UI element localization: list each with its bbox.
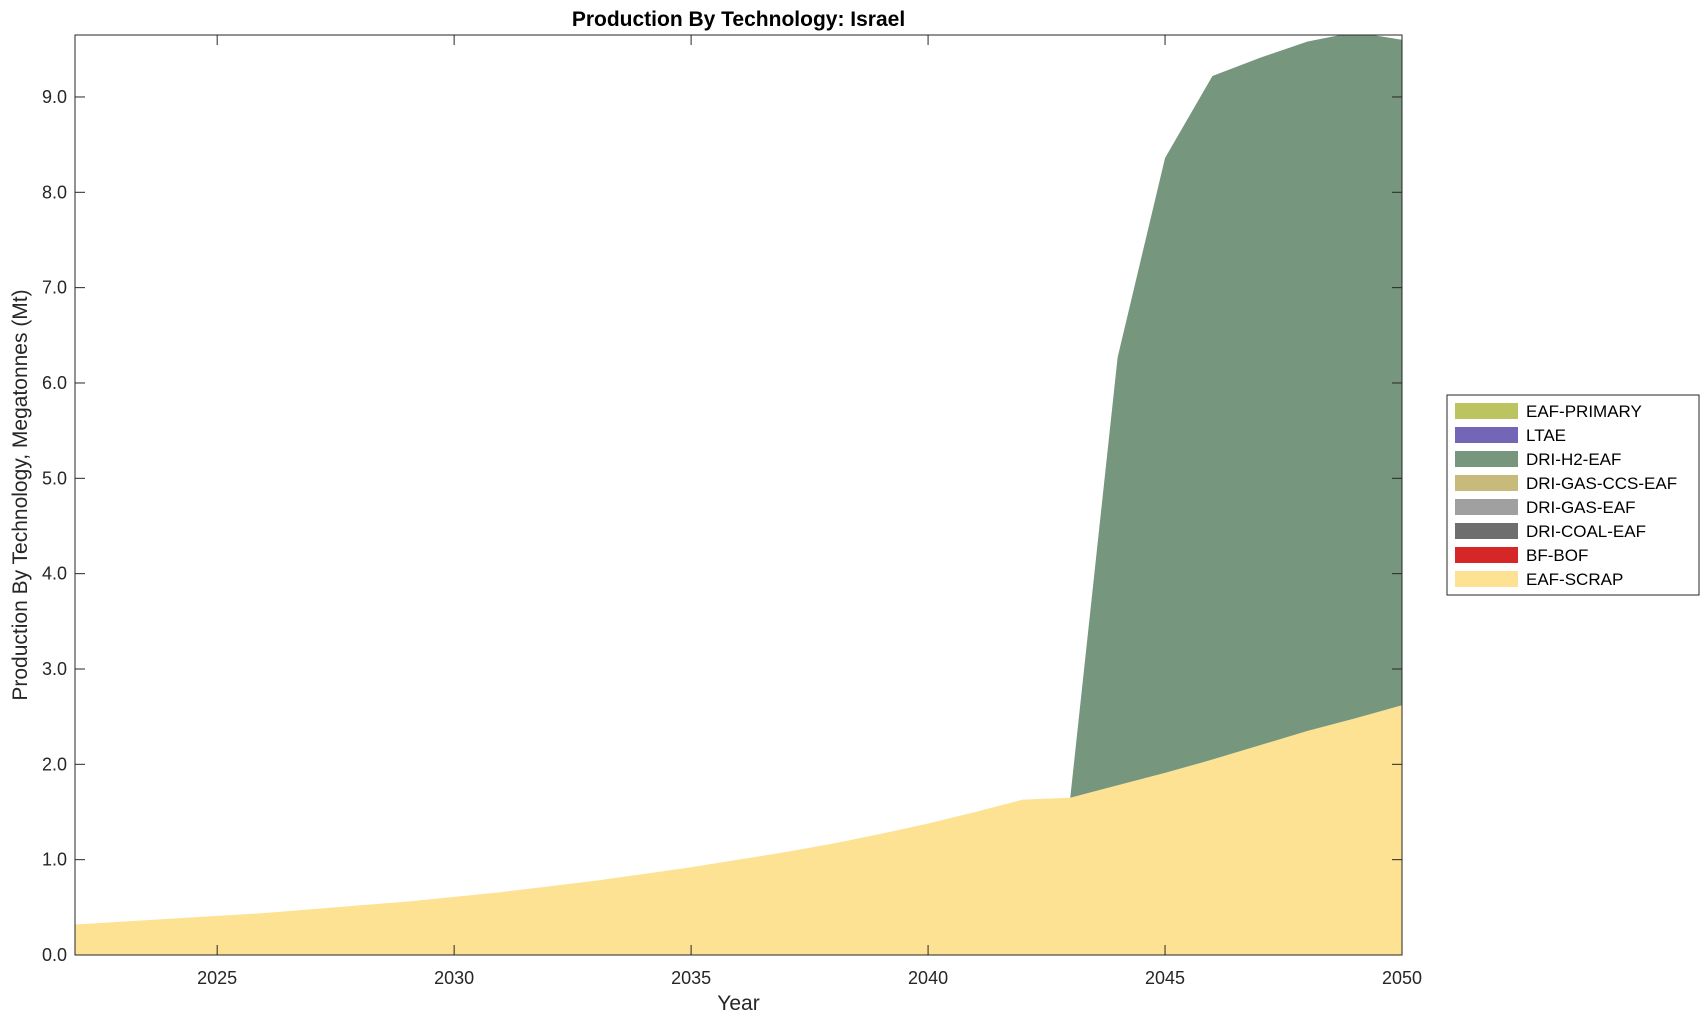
legend-label-eaf-scrap: EAF-SCRAP [1526,570,1623,589]
legend-swatch-eaf-primary [1455,403,1518,419]
y-tick-label: 7.0 [42,278,67,298]
legend-label-dri-coal-eaf: DRI-COAL-EAF [1526,522,1646,541]
x-tick-label: 2025 [197,968,237,988]
legend-label-dri-h2-eaf: DRI-H2-EAF [1526,450,1621,469]
legend-swatch-dri-gas-eaf [1455,499,1518,515]
y-tick-label: 1.0 [42,850,67,870]
y-axis-ticks: 0.0 1.0 2.0 3.0 4.0 5.0 6.0 7.0 8.0 9.0 [42,87,1402,965]
x-tick-label: 2045 [1145,968,1185,988]
x-axis-ticks: 2025 2030 2035 2040 2045 2050 [197,35,1422,988]
y-tick-label: 4.0 [42,564,67,584]
legend-box [1446,394,1700,596]
legend-swatch-eaf-scrap [1455,571,1518,587]
legend-swatch-dri-coal-eaf [1455,523,1518,539]
legend-label-eaf-primary: EAF-PRIMARY [1526,402,1642,421]
y-tick-label: 5.0 [42,468,67,488]
legend-label-dri-gas-eaf: DRI-GAS-EAF [1526,498,1636,517]
y-tick-label: 0.0 [42,945,67,965]
y-axis-title: Production By Technology, Megatonnes (Mt… [9,289,32,700]
x-tick-label: 2030 [434,968,474,988]
y-tick-label: 8.0 [42,182,67,202]
legend-swatch-bf-bof [1455,547,1518,563]
legend-swatch-ltae [1455,427,1518,443]
legend-swatch-dri-gas-ccs-eaf [1455,475,1518,491]
x-tick-label: 2040 [908,968,948,988]
area-dri-h2-eaf [75,35,1402,925]
y-tick-label: 2.0 [42,754,67,774]
x-tick-label: 2035 [671,968,711,988]
plot-area-series [75,35,1402,955]
legend-label-dri-gas-ccs-eaf: DRI-GAS-CCS-EAF [1526,474,1677,493]
legend-label-ltae: LTAE [1526,426,1566,445]
chart-title: Production By Technology: Israel [572,8,905,31]
y-tick-label: 9.0 [42,87,67,107]
legend-swatch-dri-h2-eaf [1455,451,1518,467]
x-tick-label: 2050 [1382,968,1422,988]
legend: EAF-PRIMARY LTAE DRI-H2-EAF DRI-GAS-CCS-EAF… [1446,394,1700,596]
y-tick-label: 3.0 [42,659,67,679]
y-tick-label: 6.0 [42,373,67,393]
plot-frame [74,34,1403,956]
x-axis-title: Year [717,992,759,1015]
area-eaf-scrap [75,705,1402,955]
legend-label-bf-bof: BF-BOF [1526,546,1588,565]
